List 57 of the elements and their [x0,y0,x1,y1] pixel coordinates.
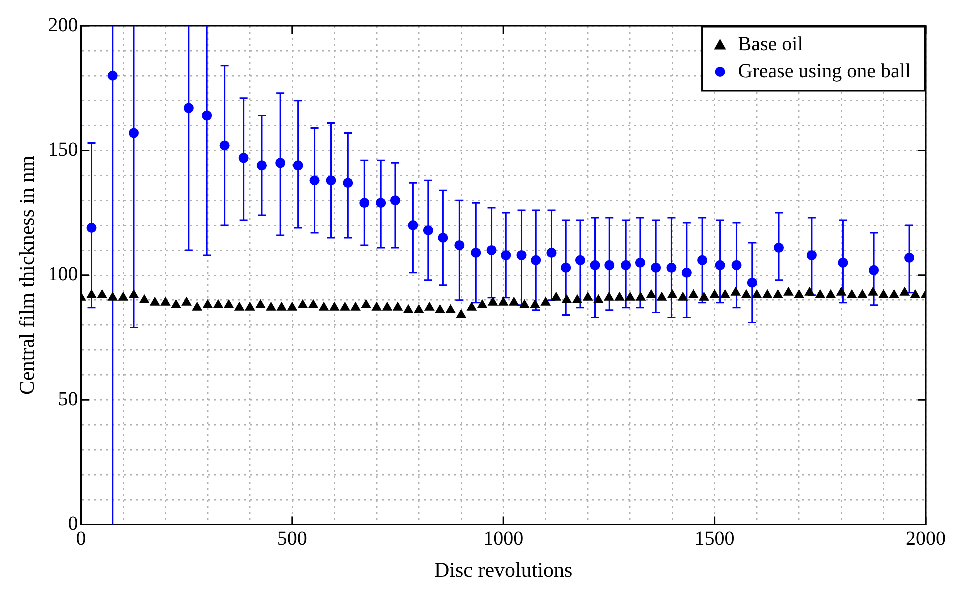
x-tick-label: 2000 [906,528,946,550]
point [293,160,304,171]
point [108,70,118,81]
point [715,260,726,270]
point [732,260,742,270]
point [202,110,212,121]
y-tick-label: 150 [48,138,78,161]
x-tick-label: 500 [277,528,308,550]
point [838,258,848,268]
point [471,248,482,258]
point [531,255,542,266]
point [86,223,97,234]
point [806,250,817,260]
point [129,128,139,138]
legend-label: Grease using one ball [738,60,912,82]
point [276,158,286,168]
point [184,103,194,114]
point [651,262,662,273]
point [546,248,557,258]
x-tick-label: 1000 [484,528,524,550]
point [747,278,758,288]
point [408,220,418,231]
x-axis-title: Disc revolutions [434,558,573,582]
point [682,268,692,278]
y-tick-label: 50 [58,388,78,410]
point [774,242,784,253]
x-tick-label: 1500 [694,528,735,550]
point [376,198,386,208]
y-tick-label: 100 [48,264,78,286]
point [454,240,465,250]
point [486,245,497,256]
point [501,250,512,260]
point [360,198,370,208]
point [666,262,677,273]
point [621,260,632,270]
point [438,232,448,243]
point [238,153,249,164]
point [343,178,354,188]
y-tick-label: 0 [68,513,78,536]
point [423,226,434,236]
y-tick-label: 200 [48,14,78,36]
point [590,260,600,270]
point [904,252,915,263]
point [516,250,527,260]
point [698,255,708,266]
point [220,140,230,151]
point [561,262,572,273]
point [256,160,267,171]
point [326,176,336,186]
y-axis-title: Central film thickness in nm [15,156,40,395]
point [869,265,880,276]
point [575,255,586,266]
point [604,260,615,270]
point [635,258,646,268]
point [390,196,400,206]
legend-label: Base oil [738,33,804,56]
point [310,176,320,186]
